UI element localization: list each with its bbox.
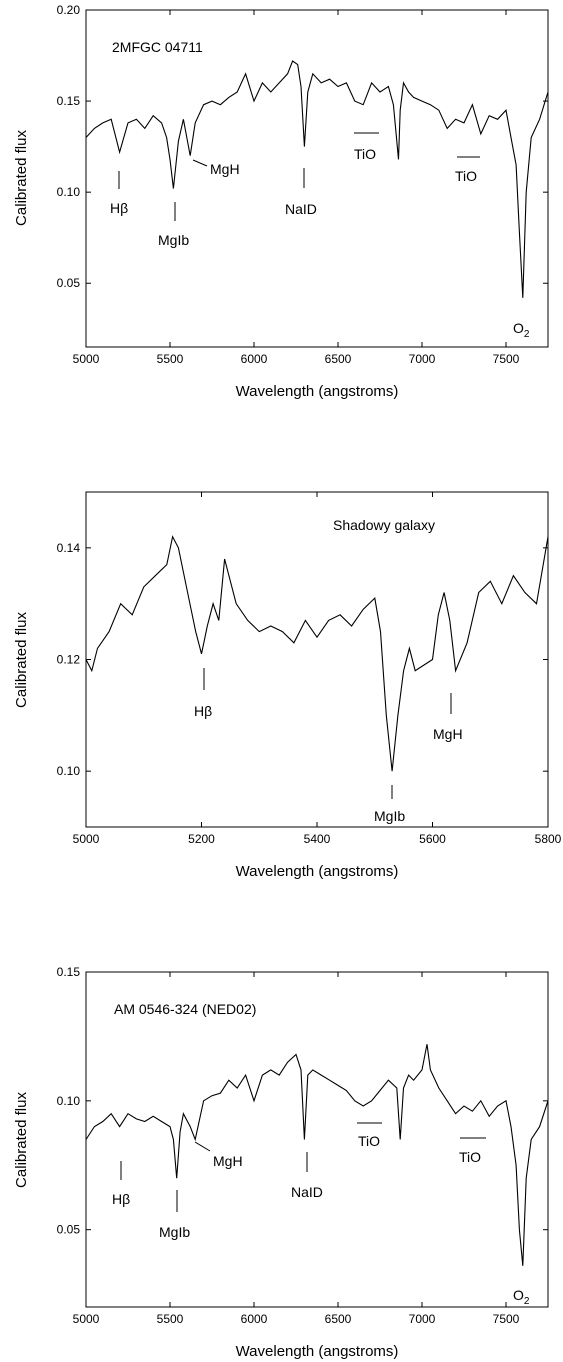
panel-title: AM 0546-324 (NED02) xyxy=(114,1001,256,1017)
naid-label: NaID xyxy=(291,1184,323,1200)
y-tick-label: 0.20 xyxy=(57,3,81,17)
y-tick-label: 0.15 xyxy=(57,965,81,979)
plot-frame xyxy=(85,971,549,1308)
panel-title: Shadowy galaxy xyxy=(333,517,435,533)
x-axis-label: Wavelength (angstroms) xyxy=(236,1343,399,1360)
plot-frame xyxy=(85,491,549,828)
y-tick-label: 0.15 xyxy=(57,94,81,108)
y-tick-label: 0.12 xyxy=(57,653,81,667)
mgh-marker xyxy=(194,1141,211,1152)
x-tick-label: 5000 xyxy=(73,1312,100,1326)
y-tick-label: 0.05 xyxy=(57,276,81,290)
mgh-label: MgH xyxy=(433,726,463,742)
tio-label-2: TiO xyxy=(459,1149,481,1165)
spectrum-line xyxy=(85,1044,549,1266)
y-tick-label: 0.10 xyxy=(57,764,81,778)
x-tick-label: 5800 xyxy=(535,832,562,846)
mgib-label: MgIb xyxy=(158,232,189,248)
x-tick-label: 5000 xyxy=(73,352,100,366)
spectrum-line xyxy=(85,535,549,772)
x-axis-label: Wavelength (angstroms) xyxy=(236,383,399,400)
hbeta-label: Hβ xyxy=(112,1191,130,1207)
x-tick-label: 7000 xyxy=(409,1312,436,1326)
tick-group: 5000 5500 6000 6500 7000 7500 0.05 0.10 0.15 xyxy=(57,965,548,1326)
x-tick-label: 5400 xyxy=(304,832,331,846)
x-axis-label: Wavelength (angstroms) xyxy=(236,863,399,880)
y-axis-label: Calibrated flux xyxy=(13,612,30,708)
x-tick-label: 5500 xyxy=(157,1312,184,1326)
mgh-label: MgH xyxy=(210,161,240,177)
x-tick-label: 5600 xyxy=(419,832,446,846)
y-axis-label: Calibrated flux xyxy=(13,1092,30,1188)
x-tick-label: 7000 xyxy=(409,352,436,366)
tio-label-2: TiO xyxy=(455,168,477,184)
hbeta-label: Hβ xyxy=(110,200,128,216)
x-tick-label: 7500 xyxy=(493,352,520,366)
x-tick-label: 6000 xyxy=(241,1312,268,1326)
o2-label: O2 xyxy=(513,1287,530,1307)
panel-am-0546-324: AM 0546-324 (NED02) Wavelength (angstrom… xyxy=(13,965,549,1360)
x-tick-label: 5200 xyxy=(188,832,215,846)
y-tick-label: 0.14 xyxy=(57,541,81,555)
x-tick-label: 5500 xyxy=(157,352,184,366)
mgh-label: MgH xyxy=(213,1153,243,1169)
hbeta-label: Hβ xyxy=(194,703,212,719)
y-tick-label: 0.05 xyxy=(57,1223,81,1237)
plot-frame xyxy=(85,9,549,348)
panel-shadowy-galaxy: Shadowy galaxy Wavelength (angstroms) Ca… xyxy=(13,491,562,880)
naid-label: NaID xyxy=(285,201,317,217)
panel-title: 2MFGC 04711 xyxy=(112,39,203,55)
x-tick-label: 7500 xyxy=(493,1312,520,1326)
y-tick-label: 0.10 xyxy=(57,1094,81,1108)
x-tick-label: 6500 xyxy=(325,352,352,366)
tick-group: 5000 5500 6000 6500 7000 7500 0.05 0.10 0.15 0.20 xyxy=(57,3,548,366)
tio-label-1: TiO xyxy=(354,146,376,162)
mgh-marker xyxy=(192,159,208,167)
o2-label: O2 xyxy=(513,320,530,340)
x-tick-label: 5000 xyxy=(73,832,100,846)
x-tick-label: 6000 xyxy=(241,352,268,366)
panel-2mfgc-04711: 2MFGC 04711 Wavelength (angstroms) Calib… xyxy=(13,3,549,400)
y-axis-label: Calibrated flux xyxy=(13,130,30,226)
x-tick-label: 6500 xyxy=(325,1312,352,1326)
tick-group: 5000 5200 5400 5600 5800 0.10 0.12 0.14 xyxy=(57,492,562,846)
y-tick-label: 0.10 xyxy=(57,185,81,199)
tio-label-1: TiO xyxy=(358,1133,380,1149)
mgib-label: MgIb xyxy=(159,1224,190,1240)
mgib-label: MgIb xyxy=(374,808,405,824)
spectrum-line xyxy=(85,60,549,298)
